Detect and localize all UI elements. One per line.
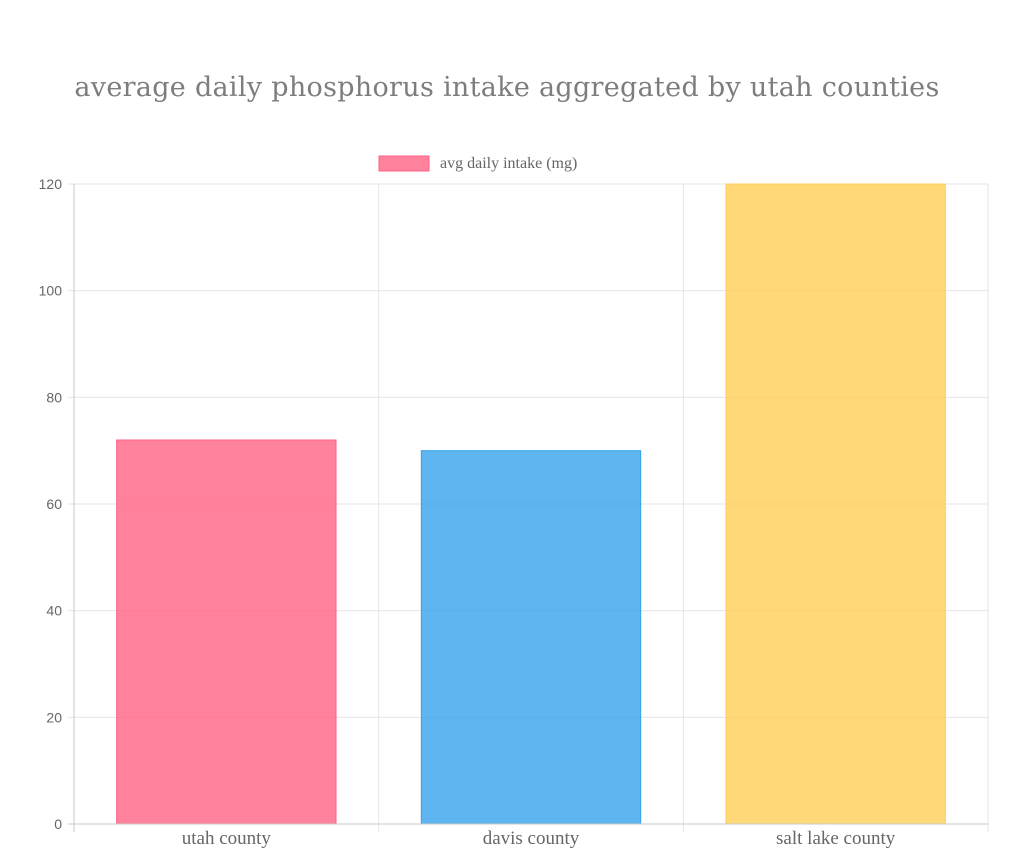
axes [68, 184, 988, 832]
chart-title: average daily phosphorus intake aggregat… [74, 72, 940, 103]
bar-davis-county[interactable] [420, 450, 642, 825]
y-tick-label: 80 [46, 389, 62, 405]
y-tick-label: 60 [46, 496, 62, 512]
y-tick-label: 20 [46, 709, 62, 725]
legend-swatch[interactable] [378, 155, 430, 172]
x-axis-tick-labels: utah county davis county salt lake county [182, 828, 896, 849]
bar-salt-lake-county[interactable] [725, 183, 946, 825]
legend-label[interactable]: avg daily intake (mg) [440, 155, 577, 172]
x-tick-label: salt lake county [776, 828, 896, 849]
y-tick-label: 100 [39, 283, 63, 299]
bars [116, 183, 946, 825]
y-tick-label: 40 [46, 603, 62, 619]
bar-utah-county[interactable] [116, 439, 337, 825]
x-tick-label: davis county [483, 828, 580, 849]
legend[interactable]: avg daily intake (mg) [378, 155, 577, 172]
y-tick-label: 120 [39, 176, 63, 192]
x-tick-label: utah county [182, 828, 272, 849]
y-axis-tick-labels: 0 20 40 60 80 100 120 [39, 176, 63, 832]
y-tick-label: 0 [54, 816, 62, 832]
